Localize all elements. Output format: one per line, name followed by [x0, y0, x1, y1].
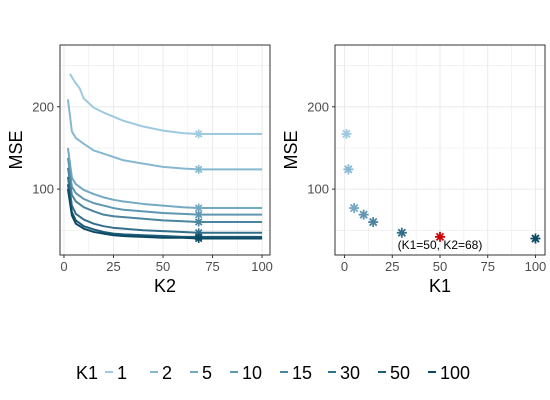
scatter-point-k1-50: [435, 231, 445, 242]
series-marker-k1-2: [194, 164, 204, 174]
scatter-point-k1-1: [341, 128, 352, 139]
x-tick-label: 25: [106, 259, 120, 274]
legend-item-k1-50: 50: [378, 363, 410, 383]
legend-item-k1-1: 1: [105, 363, 127, 383]
scatter-point-k1-100-stroke: [531, 234, 540, 243]
x-tick-label: 100: [525, 259, 547, 274]
series-marker-k1-15-stroke: [194, 218, 203, 226]
legend-title: K1: [76, 363, 98, 383]
series-marker-k1-100: [194, 234, 204, 244]
panel-border: [59, 44, 271, 256]
y-tick-label: 100: [307, 182, 329, 197]
x-tick-label: 75: [480, 259, 494, 274]
scatter-point-k1-1-stroke: [342, 129, 351, 139]
legend-item-k1-10: 10: [230, 363, 262, 383]
legend-item-k1-2: 2: [150, 363, 172, 383]
x-axis-title: K1: [429, 276, 451, 296]
legend-label: 15: [292, 363, 312, 383]
legend-label: 2: [162, 363, 172, 383]
legend-item-k1-5: 5: [190, 363, 212, 383]
x-axis-title: K2: [154, 276, 176, 296]
scatter-point-k1-5-stroke: [349, 203, 359, 213]
scatter-point-k1-5: [349, 203, 360, 214]
legend-item-k1-30: 30: [328, 363, 360, 383]
legend-label: 5: [202, 363, 212, 383]
legend-label: 100: [440, 363, 470, 383]
scatter-point-k1-50-stroke: [435, 232, 445, 242]
legend-label: 1: [117, 363, 127, 383]
y-axis-title: MSE: [281, 130, 301, 169]
scatter-point-k1-15-stroke: [369, 217, 378, 227]
legend-item-k1-15: 15: [280, 363, 312, 383]
highlight-annotation: (K1=50, K2=68): [398, 238, 483, 252]
x-tick-label: 0: [341, 259, 348, 274]
series-marker-k1-2-stroke: [194, 165, 203, 174]
legend-label: 10: [242, 363, 262, 383]
right-panel: (K1=50, K2=68) 0 25 50 75 100 100 200 K1 MSE: [281, 44, 547, 296]
scatter-point-k1-100: [530, 233, 541, 244]
scatter-point-k1-30-stroke: [397, 228, 406, 237]
series-marker-k1-1: [194, 129, 204, 139]
series-marker-k1-1-stroke: [194, 130, 203, 138]
legend-item-k1-100: 100: [428, 363, 470, 383]
series-marker-k1-10-stroke: [194, 210, 203, 219]
scatter-point-k1-10-stroke: [359, 210, 368, 219]
x-tick-label: 0: [60, 259, 67, 274]
y-tick-label: 200: [32, 99, 54, 114]
scatter-point-k1-10: [358, 209, 369, 220]
series-marker-k1-10: [194, 210, 204, 220]
scatter-point-k1-30: [396, 227, 407, 238]
x-tick-label: 100: [251, 259, 273, 274]
y-axis-title: MSE: [6, 130, 26, 169]
scatter-point-k1-2-stroke: [344, 165, 353, 174]
legend-label: 50: [390, 363, 410, 383]
x-tick-label: 25: [385, 259, 399, 274]
series-marker-k1-100-stroke: [194, 234, 203, 243]
x-tick-label: 50: [433, 259, 447, 274]
scatter-point-k1-2: [343, 164, 354, 175]
series-marker-k1-5-stroke: [194, 204, 203, 212]
scatter-point-k1-15: [368, 217, 379, 228]
legend: K1 1 2 5 10 15 30 50 100: [76, 363, 470, 383]
y-tick-label: 200: [307, 99, 329, 114]
x-tick-label: 50: [156, 259, 170, 274]
y-tick-label: 100: [32, 182, 54, 197]
left-panel: 0 25 50 75 100 100 200 K2 MSE: [6, 44, 273, 296]
x-tick-label: 75: [205, 259, 219, 274]
legend-label: 30: [340, 363, 360, 383]
series-marker-k1-15: [194, 217, 204, 227]
